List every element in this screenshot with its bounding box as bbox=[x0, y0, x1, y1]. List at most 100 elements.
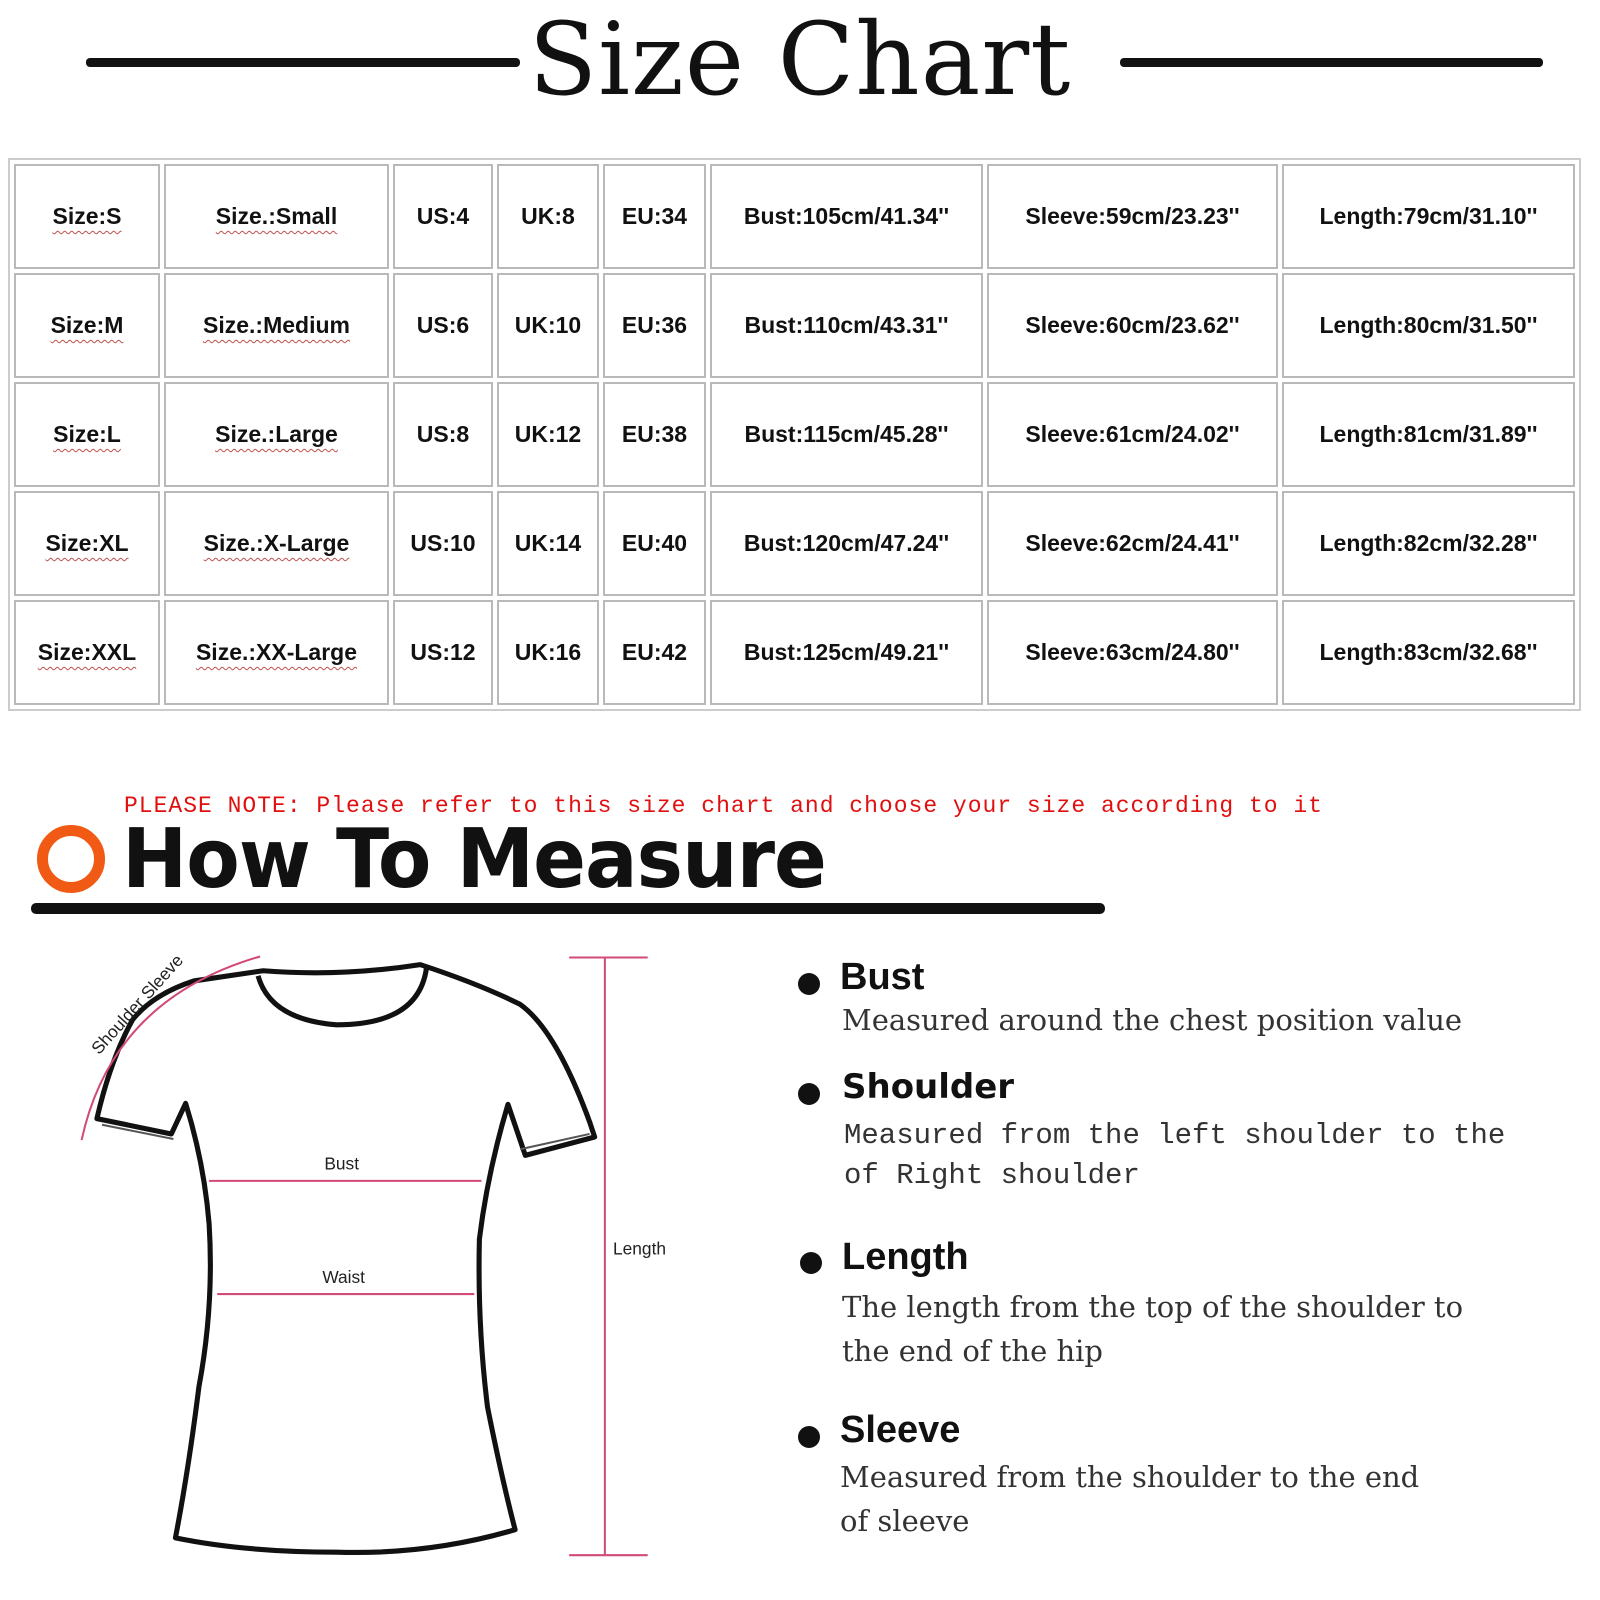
cell-text: Sleeve:61cm/24.02'' bbox=[1025, 421, 1240, 447]
waist-label: Waist bbox=[322, 1267, 365, 1287]
sleeve-desc-line1: Measured from the shoulder to the end bbox=[840, 1460, 1420, 1494]
title-rule-left bbox=[86, 58, 520, 67]
cell-text: Size:XL bbox=[45, 530, 129, 556]
size-table: Size:S Size.:Small US:4 UK:8 EU:34 Bust:105cm… bbox=[8, 158, 1581, 711]
how-to-measure-title: How To Measure bbox=[122, 812, 827, 907]
ring-icon bbox=[37, 825, 105, 893]
cell-text: Size:L bbox=[53, 421, 121, 447]
please-note: PLEASE NOTE: Please refer to this size c… bbox=[124, 793, 1323, 819]
table-cell: Sleeve:60cm/23.62'' bbox=[987, 273, 1278, 378]
table-cell: EU:42 bbox=[603, 600, 706, 705]
table-cell: Size.:Medium bbox=[164, 273, 389, 378]
length-heading: Length bbox=[842, 1236, 969, 1278]
cell-text: Bust:125cm/49.21'' bbox=[743, 639, 950, 665]
table-cell: EU:40 bbox=[603, 491, 706, 596]
cell-text: US:8 bbox=[416, 421, 470, 447]
cell-text: Length:81cm/31.89'' bbox=[1319, 421, 1538, 447]
cell-text: Size.:XX-Large bbox=[195, 639, 358, 665]
tshirt-diagram: Shoulder Sleeve Bust Waist Length bbox=[80, 950, 666, 1557]
table-row: Size:XXL Size.:XX-Large US:12 UK:16 EU:42 Bus… bbox=[14, 600, 1575, 705]
cell-text: Size.:Large bbox=[215, 421, 338, 447]
cell-text: EU:34 bbox=[621, 203, 688, 229]
cell-text: Sleeve:59cm/23.23'' bbox=[1025, 203, 1240, 229]
table-cell: Bust:110cm/43.31'' bbox=[710, 273, 983, 378]
cell-text: Bust:115cm/45.28'' bbox=[744, 421, 949, 447]
bust-label: Bust bbox=[324, 1154, 359, 1174]
shoulder-sleeve-label: Shoulder Sleeve bbox=[87, 950, 187, 1058]
table-cell: US:8 bbox=[393, 382, 493, 487]
table-row: Size:XL Size.:X-Large US:10 UK:14 EU:40 Bust:… bbox=[14, 491, 1575, 596]
cell-text: Size.:Medium bbox=[203, 312, 350, 338]
table-cell: EU:34 bbox=[603, 164, 706, 269]
cell-text: Size.:X-Large bbox=[203, 530, 350, 556]
table-cell: Length:81cm/31.89'' bbox=[1282, 382, 1575, 487]
table-cell: UK:16 bbox=[497, 600, 599, 705]
table-cell: Bust:105cm/41.34'' bbox=[710, 164, 983, 269]
cell-text: Length:80cm/31.50'' bbox=[1319, 312, 1538, 338]
cell-text: UK:10 bbox=[514, 312, 582, 338]
table-cell: Length:80cm/31.50'' bbox=[1282, 273, 1575, 378]
table-cell: Size.:Small bbox=[164, 164, 389, 269]
cell-text: UK:14 bbox=[514, 530, 582, 556]
cell-text: Bust:120cm/47.24'' bbox=[743, 530, 950, 556]
table-cell: Size:XXL bbox=[14, 600, 160, 705]
cell-text: Sleeve:62cm/24.41'' bbox=[1025, 530, 1240, 556]
cell-text: Size:S bbox=[52, 203, 122, 229]
bust-heading: Bust bbox=[840, 956, 925, 998]
table-cell: Size:XL bbox=[14, 491, 160, 596]
table-cell: Size.:X-Large bbox=[164, 491, 389, 596]
bullet-icon bbox=[798, 1426, 820, 1448]
table-cell: US:12 bbox=[393, 600, 493, 705]
table-row: Size:M Size.:Medium US:6 UK:10 EU:36 Bust:110… bbox=[14, 273, 1575, 378]
table-cell: Size:M bbox=[14, 273, 160, 378]
cell-text: Sleeve:60cm/23.62'' bbox=[1025, 312, 1240, 338]
table-row: Size:S Size.:Small US:4 UK:8 EU:34 Bust:105cm… bbox=[14, 164, 1575, 269]
cell-text: US:4 bbox=[416, 203, 470, 229]
cell-text: EU:42 bbox=[621, 639, 688, 665]
cell-text: EU:38 bbox=[621, 421, 688, 447]
table-cell: Bust:115cm/45.28'' bbox=[710, 382, 983, 487]
shoulder-sleeve-arrow bbox=[80, 955, 261, 1141]
table-cell: Length:79cm/31.10'' bbox=[1282, 164, 1575, 269]
cell-text: Bust:105cm/41.34'' bbox=[743, 203, 950, 229]
table-cell: Bust:125cm/49.21'' bbox=[710, 600, 983, 705]
table-cell: Sleeve:62cm/24.41'' bbox=[987, 491, 1278, 596]
table-cell: Length:82cm/32.28'' bbox=[1282, 491, 1575, 596]
table-cell: EU:36 bbox=[603, 273, 706, 378]
tshirt-outline bbox=[94, 962, 598, 1555]
cell-text: EU:40 bbox=[621, 530, 688, 556]
table-cell: UK:10 bbox=[497, 273, 599, 378]
table-cell: Sleeve:59cm/23.23'' bbox=[987, 164, 1278, 269]
bust-desc: Measured around the chest position value bbox=[842, 1003, 1463, 1037]
page-title: Size Chart bbox=[528, 1, 1072, 118]
table-cell: Sleeve:61cm/24.02'' bbox=[987, 382, 1278, 487]
length-desc-line1: The length from the top of the shoulder … bbox=[842, 1290, 1464, 1324]
cell-text: Length:82cm/32.28'' bbox=[1319, 530, 1538, 556]
length-label: Length bbox=[613, 1238, 666, 1258]
shoulder-desc-line2: of Right shoulder bbox=[844, 1159, 1140, 1192]
title-underline bbox=[31, 903, 1105, 914]
cell-text: UK:16 bbox=[514, 639, 582, 665]
table-cell: UK:8 bbox=[497, 164, 599, 269]
cell-text: Size.:Small bbox=[215, 203, 338, 229]
shoulder-heading: Shoulder bbox=[842, 1067, 1015, 1107]
cell-text: Sleeve:63cm/24.80'' bbox=[1025, 639, 1240, 665]
cell-text: US:10 bbox=[410, 530, 476, 556]
title-rule-right bbox=[1120, 58, 1543, 67]
bullet-icon bbox=[800, 1252, 822, 1274]
cell-text: Bust:110cm/43.31'' bbox=[744, 312, 949, 338]
table-cell: UK:12 bbox=[497, 382, 599, 487]
table-cell: US:10 bbox=[393, 491, 493, 596]
table-cell: Size:S bbox=[14, 164, 160, 269]
cell-text: UK:8 bbox=[521, 203, 575, 229]
cell-text: Length:83cm/32.68'' bbox=[1319, 639, 1538, 665]
table-row: Size:L Size.:Large US:8 UK:12 EU:38 Bust:115c… bbox=[14, 382, 1575, 487]
tshirt-collar bbox=[255, 968, 429, 1028]
sleeve-desc-line2: of sleeve bbox=[840, 1504, 970, 1538]
shoulder-desc-line1: Measured from the left shoulder to the bbox=[844, 1119, 1506, 1152]
cell-text: EU:36 bbox=[621, 312, 688, 338]
table-cell: Size.:Large bbox=[164, 382, 389, 487]
table-cell: Size.:XX-Large bbox=[164, 600, 389, 705]
cell-text: Size:XXL bbox=[37, 639, 137, 665]
cell-text: US:12 bbox=[410, 639, 476, 665]
